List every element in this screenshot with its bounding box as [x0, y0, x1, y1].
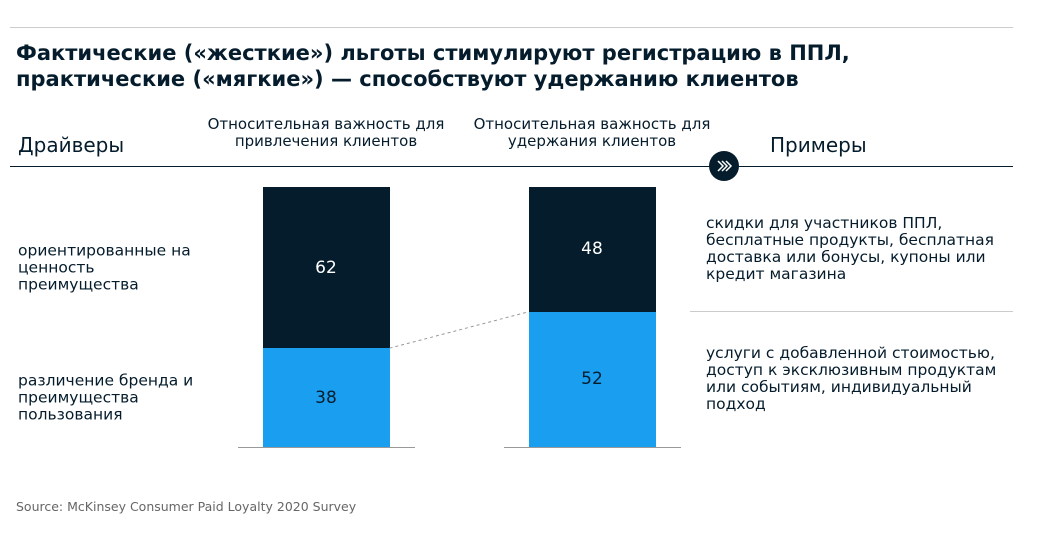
- example-divider: [690, 311, 1013, 312]
- value-label: 52: [581, 369, 603, 390]
- examples-heading: Примеры: [770, 133, 867, 157]
- bar-segment: 62: [262, 187, 390, 349]
- value-label: 62: [315, 257, 337, 278]
- baseline: [238, 447, 415, 448]
- driver-label: ориентированные на ценность преимущества: [18, 241, 191, 294]
- arrow-icon: [709, 151, 739, 181]
- baseline: [504, 447, 681, 448]
- driver-label: различение бренда и преимущества пользов…: [18, 371, 194, 424]
- example-text: услуги с добавленной стоимостью, доступ …: [706, 344, 997, 414]
- connector-line: [389, 311, 529, 349]
- bar-segment: 38: [262, 348, 390, 447]
- bar-segment: 48: [528, 187, 656, 312]
- source: Source: McKinsey Consumer Paid Loyalty 2…: [16, 499, 357, 514]
- chart-title: Фактические («жесткие») льготы стимулиру…: [16, 41, 850, 91]
- drivers-heading: Драйверы: [18, 133, 125, 157]
- value-label: 38: [315, 387, 337, 408]
- header-rule: [10, 166, 1013, 167]
- value-label: 48: [581, 239, 603, 260]
- top-rule: [10, 27, 1013, 28]
- column-header: Относительная важность для удержания кли…: [473, 115, 711, 150]
- example-text: скидки для участников ППЛ, бесплатные пр…: [706, 214, 994, 284]
- column-header: Относительная важность для привлечения к…: [207, 115, 445, 150]
- bar-segment: 52: [528, 311, 656, 447]
